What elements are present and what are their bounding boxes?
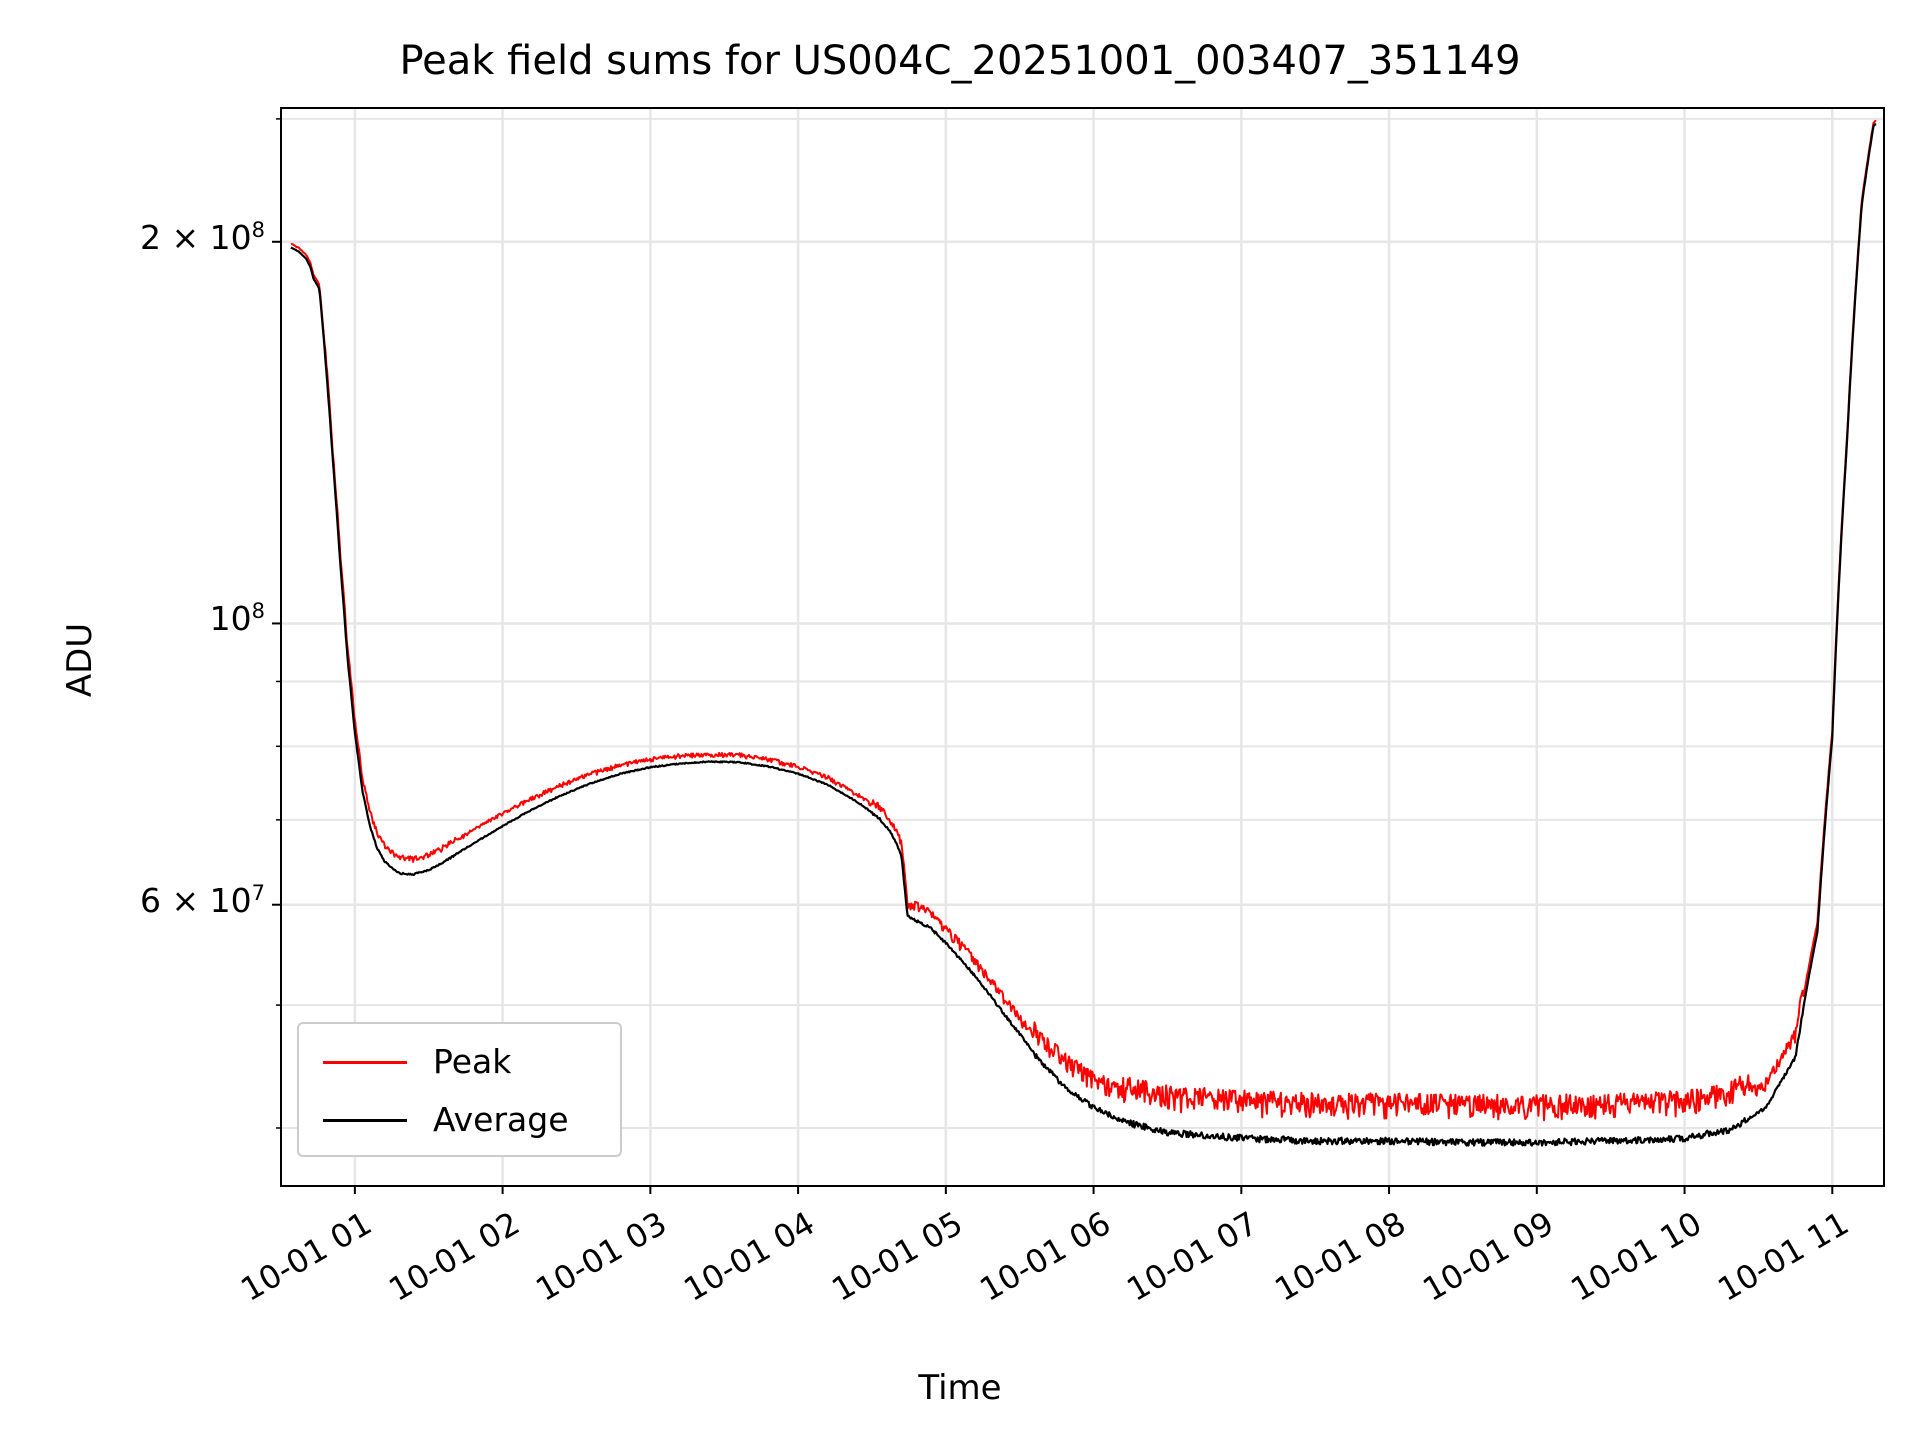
series-line-peak: [290, 119, 1877, 1122]
legend-label: Average: [433, 1100, 569, 1139]
x-axis-label: Time: [918, 1368, 1002, 1408]
plot-frame: [280, 107, 1885, 1187]
legend-color-swatch: [323, 1119, 407, 1122]
y-tick-label: 2 × 108: [140, 217, 265, 257]
data-series: [290, 119, 1877, 1147]
y-tick-label: 108: [209, 599, 265, 639]
legend-color-swatch: [323, 1061, 407, 1064]
legend-item: Average: [299, 1092, 620, 1150]
series-line-average: [290, 123, 1877, 1147]
legend-label: Peak: [433, 1042, 512, 1081]
page-title: Peak field sums for US004C_20251001_0034…: [399, 38, 1521, 84]
chart-legend: Peak Average: [297, 1022, 622, 1157]
grid-lines: [281, 108, 1884, 1186]
y-tick-label: 6 × 107: [140, 880, 265, 920]
legend-item: Peak: [299, 1034, 620, 1092]
